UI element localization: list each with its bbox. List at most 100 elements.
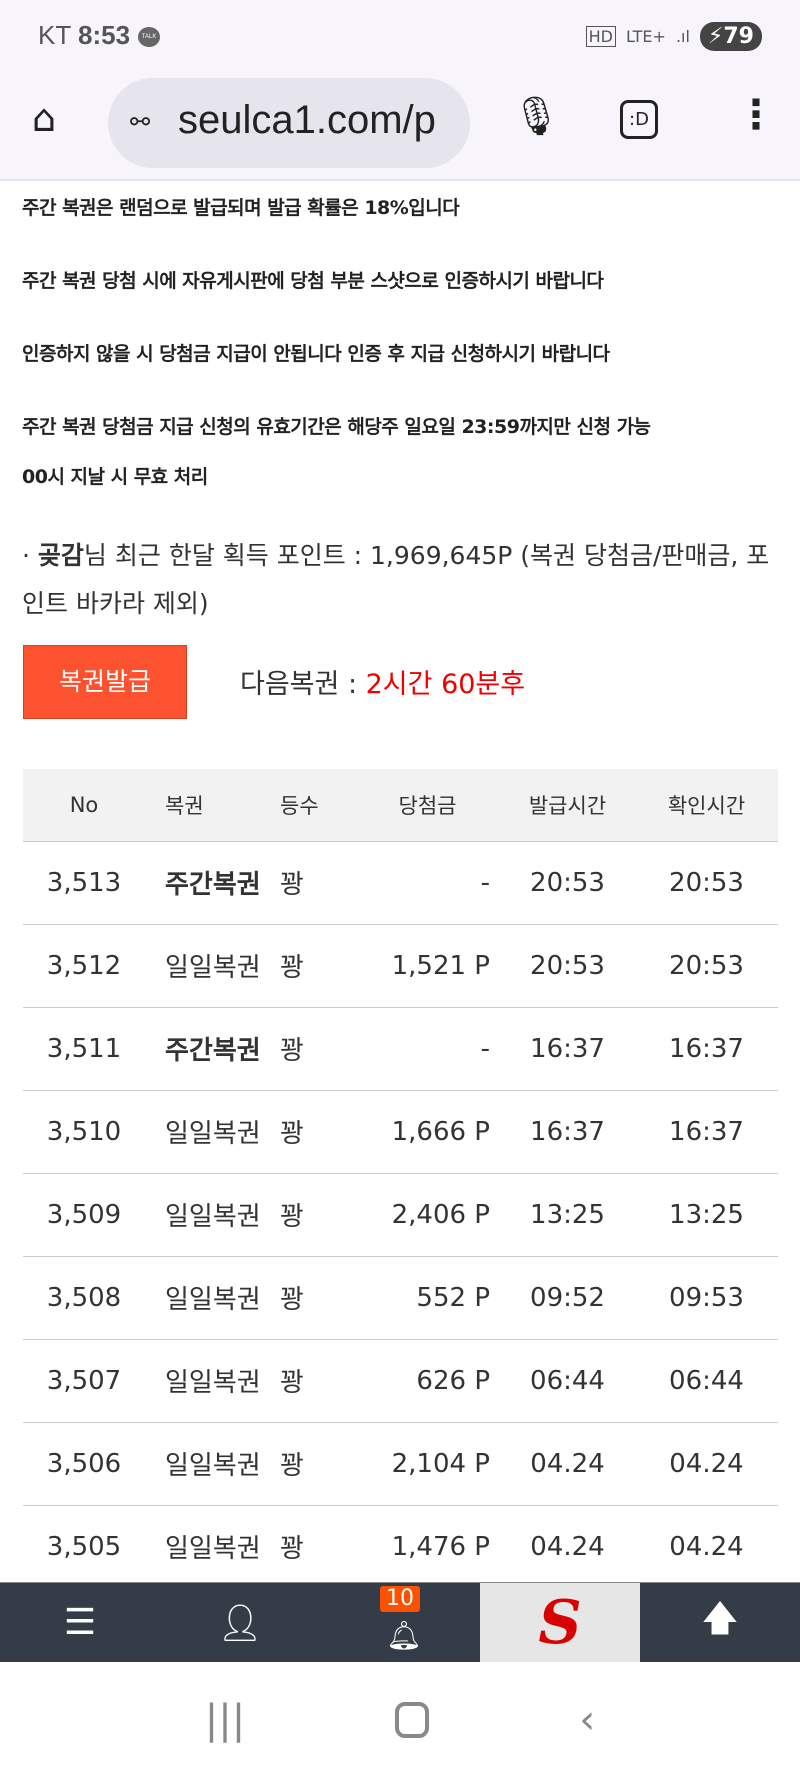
tab-switcher-icon[interactable]: :D — [620, 100, 658, 139]
system-nav: ||| ‹ — [0, 1662, 800, 1778]
row-lottery: 일일복권 — [145, 1422, 280, 1506]
status-bar: KT 8:53 TALK HD LTE+ .ıl ⚡79 — [0, 0, 800, 74]
notification-badge: 10 — [380, 1586, 420, 1612]
row-no: 3,510 — [23, 1090, 145, 1174]
row-lottery: 주간복권 — [145, 841, 280, 925]
kakaotalk-icon: TALK — [138, 27, 161, 48]
url-text: seulca1.com/p — [178, 98, 436, 142]
row-lottery: 일일복권 — [145, 1339, 280, 1423]
menu-icon[interactable]: ☰ — [63, 1602, 97, 1643]
carrier: KT — [38, 20, 71, 50]
notice-line: 00시 지날 시 무효 처리 — [22, 466, 208, 488]
row-issued: 13:25 — [500, 1173, 635, 1257]
home-button-icon[interactable] — [395, 1702, 430, 1738]
row-lottery: 일일복권 — [145, 1256, 280, 1340]
site-logo[interactable]: S — [480, 1583, 640, 1662]
row-checked: 13:25 — [635, 1173, 778, 1257]
row-lottery: 일일복권 — [145, 1505, 280, 1589]
lte-icon: LTE+ — [625, 27, 666, 46]
url-bar[interactable]: ⚯ seulca1.com/p — [108, 78, 470, 168]
next-lottery-time: 2시간 60분후 — [365, 669, 526, 700]
table-header: No 복권 등수 당첨금 발급시간 확인시간 — [23, 769, 778, 842]
row-checked: 20:53 — [635, 841, 778, 925]
row-checked: 16:37 — [635, 1007, 778, 1091]
row-checked: 09:53 — [635, 1256, 778, 1340]
hd-icon: HD — [585, 26, 616, 47]
row-issued: 20:53 — [500, 924, 635, 1008]
row-issued: 16:37 — [500, 1090, 635, 1174]
row-checked: 20:53 — [635, 924, 778, 1008]
row-lottery: 주간복권 — [145, 1007, 280, 1091]
recents-icon[interactable]: ||| — [204, 1697, 246, 1743]
notice-line: 주간 복권 당첨금 지급 신청의 유효기간은 해당주 일요일 23:59까지만 … — [22, 416, 651, 438]
row-no: 3,508 — [23, 1256, 145, 1340]
browser-toolbar: ⌂ ⚯ seulca1.com/p 🎙︎ :D ⋮ — [0, 74, 800, 181]
row-no: 3,513 — [23, 841, 145, 925]
microphone-icon[interactable]: 🎙︎ — [512, 94, 561, 138]
row-issued: 04.24 — [500, 1422, 635, 1506]
scroll-top-icon[interactable]: 🡅 — [701, 1598, 739, 1639]
notice-line: 인증하지 않을 시 당첨금 지급이 안됩니다 인증 후 지급 신청하시기 바랍니… — [22, 343, 610, 365]
row-checked: 04.24 — [635, 1505, 778, 1589]
notification-button[interactable]: 10 🔔︎ — [320, 1583, 480, 1662]
monthly-points: · 곶감님 최근 한달 획득 포인트 : 1,969,645P (복권 당첨금/… — [22, 541, 770, 618]
table-row: 3,512 일일복권 꽝 1,521 P 20:53 20:53 — [23, 924, 778, 1008]
site-settings-icon[interactable]: ⚯ — [130, 109, 151, 136]
bell-icon: 🔔︎ — [386, 1619, 422, 1652]
row-rank: 꽝 — [280, 1007, 365, 1091]
table-row: 3,508 일일복권 꽝 552 P 09:52 09:53 — [23, 1256, 778, 1340]
col-checked: 확인시간 — [635, 769, 778, 842]
row-issued: 09:52 — [500, 1256, 635, 1340]
col-issued: 발급시간 — [500, 769, 635, 842]
issue-lottery-button[interactable]: 복권발급 — [23, 645, 187, 719]
row-prize: - — [365, 1007, 500, 1091]
table-row: 3,507 일일복권 꽝 626 P 06:44 06:44 — [23, 1339, 778, 1423]
row-issued: 06:44 — [500, 1339, 635, 1423]
row-prize: 1,521 P — [365, 924, 500, 1008]
table-row: 3,510 일일복권 꽝 1,666 P 16:37 16:37 — [23, 1090, 778, 1174]
lottery-table: No 복권 등수 당첨금 발급시간 확인시간 3,513 주간복권 꽝 -20:53 2… — [23, 769, 778, 1589]
user-icon[interactable]: 👤︎ — [217, 1602, 263, 1644]
more-menu-icon[interactable]: ⋮ — [736, 92, 776, 138]
row-prize: 1,476 P — [365, 1505, 500, 1589]
table-row: 3,513 주간복권 꽝 -20:53 20:53 — [23, 841, 778, 925]
table-row: 3,509 일일복권 꽝 2,406 P 13:25 13:25 — [23, 1173, 778, 1257]
col-no: No — [23, 769, 145, 842]
signal-icon: .ıl — [675, 27, 690, 46]
notice-line: 주간 복권 당첨 시에 자유게시판에 당첨 부분 스샷으로 인증하시기 바랍니다 — [22, 270, 604, 292]
row-rank: 꽝 — [280, 924, 365, 1008]
issue-row: 복권발급 다음복권 : 2시간 60분후 — [0, 645, 800, 719]
row-prize: 2,406 P — [365, 1173, 500, 1257]
row-no: 3,511 — [23, 1007, 145, 1091]
row-no: 3,506 — [23, 1422, 145, 1506]
content: 주간 복권은 랜덤으로 발급되며 발급 확률은 18%입니다 주간 복권 당첨 … — [0, 190, 800, 1589]
row-prize: 626 P — [365, 1339, 500, 1423]
row-checked: 06:44 — [635, 1339, 778, 1423]
back-icon[interactable]: ‹ — [579, 1697, 596, 1743]
row-no: 3,507 — [23, 1339, 145, 1423]
row-checked: 04.24 — [635, 1422, 778, 1506]
row-lottery: 일일복권 — [145, 1090, 280, 1174]
row-rank: 꽝 — [280, 1173, 365, 1257]
col-rank: 등수 — [280, 769, 365, 842]
home-icon[interactable]: ⌂ — [32, 96, 57, 140]
clock: 8:53 — [78, 20, 131, 50]
row-rank: 꽝 — [280, 841, 365, 925]
row-prize: - — [365, 841, 500, 925]
row-rank: 꽝 — [280, 1256, 365, 1340]
battery-icon: ⚡79 — [699, 22, 762, 51]
col-prize: 당첨금 — [365, 769, 500, 842]
row-rank: 꽝 — [280, 1422, 365, 1506]
row-rank: 꽝 — [280, 1339, 365, 1423]
table-row: 3,505 일일복권 꽝 1,476 P 04.24 04.24 — [23, 1505, 778, 1589]
row-no: 3,505 — [23, 1505, 145, 1589]
row-issued: 04.24 — [500, 1505, 635, 1589]
row-no: 3,512 — [23, 924, 145, 1008]
table-row: 3,506 일일복권 꽝 2,104 P 04.24 04.24 — [23, 1422, 778, 1506]
table-row: 3,511 주간복권 꽝 -16:37 16:37 — [23, 1007, 778, 1091]
row-lottery: 일일복권 — [145, 1173, 280, 1257]
row-prize: 1,666 P — [365, 1090, 500, 1174]
row-prize: 2,104 P — [365, 1422, 500, 1506]
row-no: 3,509 — [23, 1173, 145, 1257]
next-lottery: 다음복권 : 2시간 60분후 — [240, 669, 526, 700]
